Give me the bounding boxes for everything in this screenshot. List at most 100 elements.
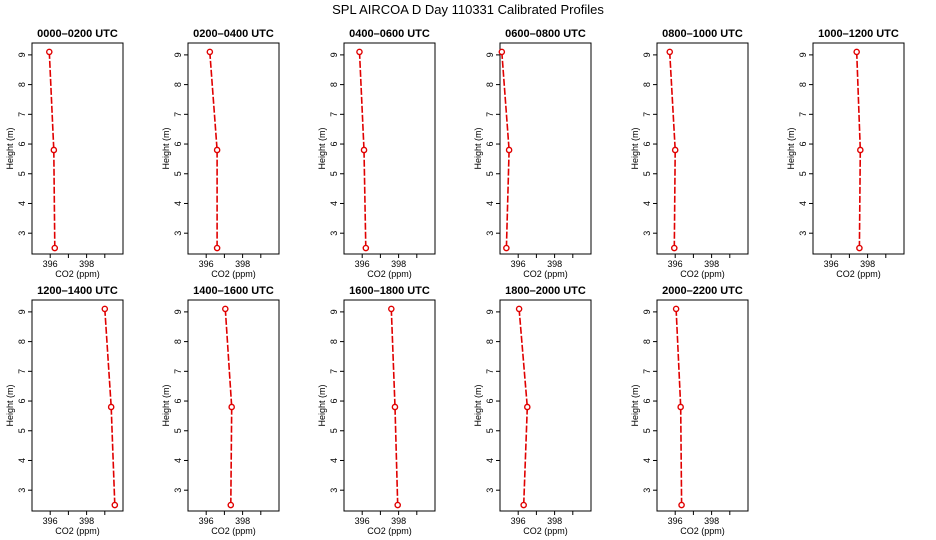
y-tick-label: 3: [17, 488, 27, 493]
y-tick-label: 5: [329, 428, 339, 433]
y-axis-label: Height (m): [317, 384, 327, 426]
y-tick-label: 4: [329, 458, 339, 463]
profile-line: [668, 51, 677, 249]
y-tick-label: 3: [329, 231, 339, 236]
y-tick-label: 9: [485, 309, 495, 314]
y-tick-label: 7: [17, 369, 27, 374]
y-axis-label: Height (m): [5, 384, 15, 426]
y-axis-label: Height (m): [473, 127, 483, 169]
plot-frame: [656, 299, 749, 512]
data-point: [111, 501, 119, 509]
y-tick-label: 3: [642, 231, 652, 236]
data-point: [360, 146, 368, 154]
x-axis-label: CO2 (ppm): [211, 269, 256, 279]
data-point: [524, 403, 531, 411]
x-tick-label: 398: [547, 259, 562, 269]
y-axis-label: Height (m): [5, 127, 15, 169]
figure-title: SPL AIRCOA D Day 110331 Calibrated Profi…: [332, 2, 604, 17]
y-tick-label: 3: [173, 488, 183, 493]
y-tick-label: 8: [642, 339, 652, 344]
y-tick-label: 6: [329, 142, 339, 147]
data-point: [45, 48, 53, 56]
y-tick-label: 5: [485, 171, 495, 176]
data-point: [227, 501, 235, 509]
y-tick-label: 3: [485, 488, 495, 493]
y-tick-label: 6: [173, 142, 183, 147]
data-point: [356, 48, 363, 56]
y-tick-label: 3: [642, 488, 652, 493]
y-tick-label: 7: [642, 369, 652, 374]
y-axis-label: Height (m): [473, 384, 483, 426]
x-tick-label: 396: [355, 516, 370, 526]
panel-title: 1200–1400 UTC: [37, 285, 118, 297]
data-point: [362, 244, 370, 252]
panel-title: 0800–1000 UTC: [662, 28, 743, 40]
panel-title: 1400–1600 UTC: [193, 285, 274, 297]
data-point: [206, 48, 214, 56]
y-tick-label: 9: [329, 309, 339, 314]
x-axis-label: CO2 (ppm): [367, 526, 412, 536]
plot-frame: [343, 299, 436, 512]
data-point: [678, 501, 685, 509]
profile-line: [48, 51, 56, 249]
y-tick-label: 8: [173, 82, 183, 87]
profile-line: [675, 308, 683, 506]
x-tick-label: 398: [235, 516, 250, 526]
y-tick-label: 4: [173, 458, 183, 463]
y-tick-label: 4: [485, 458, 495, 463]
panel-title: 1600–1800 UTC: [349, 285, 430, 297]
y-tick-label: 9: [17, 52, 27, 57]
y-tick-label: 4: [173, 201, 183, 206]
y-tick-label: 6: [798, 142, 808, 147]
y-tick-label: 4: [798, 201, 808, 206]
y-tick-label: 7: [485, 112, 495, 117]
y-tick-label: 6: [17, 399, 27, 404]
x-tick-label: 398: [235, 259, 250, 269]
data-point: [388, 305, 395, 313]
y-tick-label: 6: [485, 399, 495, 404]
data-point: [520, 501, 527, 509]
y-tick-label: 5: [642, 171, 652, 176]
plot-frame: [187, 299, 280, 512]
panel-title: 1800–2000 UTC: [505, 285, 586, 297]
data-point: [505, 146, 513, 154]
x-tick-label: 398: [79, 259, 94, 269]
plot-frame: [812, 42, 905, 255]
y-tick-label: 4: [642, 458, 652, 463]
x-tick-label: 396: [668, 259, 683, 269]
y-axis-label: Height (m): [317, 127, 327, 169]
y-tick-label: 3: [798, 231, 808, 236]
y-tick-label: 4: [642, 201, 652, 206]
y-tick-label: 8: [485, 82, 495, 87]
data-point: [228, 403, 235, 411]
y-tick-label: 3: [173, 231, 183, 236]
y-tick-label: 8: [329, 82, 339, 87]
y-tick-label: 6: [642, 399, 652, 404]
x-tick-label: 398: [79, 516, 94, 526]
y-tick-label: 3: [17, 231, 27, 236]
x-tick-label: 396: [43, 516, 58, 526]
profile-line: [104, 308, 116, 506]
y-tick-label: 7: [17, 112, 27, 117]
profile-line: [501, 51, 510, 249]
x-axis-label: CO2 (ppm): [211, 526, 256, 536]
y-tick-label: 9: [642, 52, 652, 57]
data-point: [503, 244, 510, 252]
x-tick-label: 396: [43, 259, 58, 269]
y-tick-label: 5: [173, 428, 183, 433]
panel-title: 1000–1200 UTC: [818, 28, 899, 40]
y-tick-label: 7: [173, 112, 183, 117]
data-point: [222, 305, 229, 313]
y-tick-label: 4: [17, 458, 27, 463]
profile-line: [224, 308, 233, 506]
plot-frame: [499, 299, 592, 512]
data-point: [671, 146, 679, 154]
profile-line: [358, 51, 367, 249]
y-tick-label: 9: [485, 52, 495, 57]
data-point: [101, 305, 109, 313]
y-axis-label: Height (m): [161, 384, 171, 426]
